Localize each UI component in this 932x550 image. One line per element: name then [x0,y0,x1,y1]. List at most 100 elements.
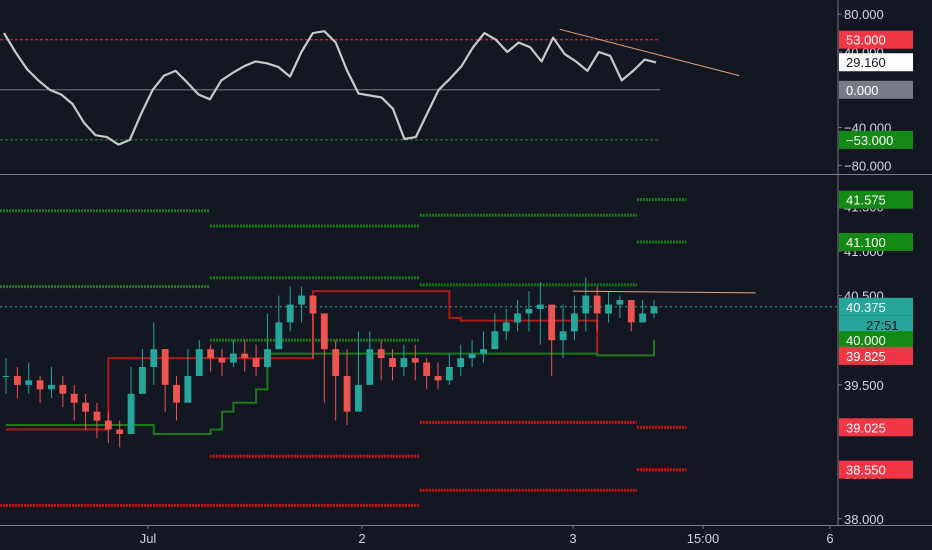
price-tag: 40.375 [846,300,886,315]
time-tick-label: 2 [358,531,365,546]
price-tag: 40.000 [846,333,886,348]
candle-body [389,358,396,368]
price-tag-bg [839,297,913,316]
candle-body [605,304,612,314]
candle-body [343,375,351,412]
time-tick-label: 15:00 [687,531,720,546]
oscillator-level-tag: 0.000 [846,83,879,98]
candle-body [423,362,431,376]
candle-body [650,306,658,314]
oscillator-level-tag: −53.000 [846,133,893,148]
candle-body [445,367,453,381]
candle-body [70,393,78,403]
candle-body [2,375,10,377]
candle-body [218,358,226,363]
candle-body [116,429,124,434]
candle-body [195,349,203,376]
price-pane [0,198,838,507]
support-step-line [6,340,655,435]
candle-body [298,295,305,305]
candle-body [434,375,442,381]
price-trendline [572,290,756,294]
price-tag: 41.100 [846,235,886,250]
time-tick-label: Jul [140,531,157,546]
oscillator-level-tag: 53.000 [846,33,886,48]
candle-body [25,380,33,385]
resistance-step-line [6,290,654,431]
oscillator-level-tag-bg [839,130,913,149]
candle-body [559,331,567,341]
candle-body [616,300,624,305]
candle-body [13,375,21,385]
price-tag-bg [839,331,913,350]
candle-body [104,420,112,430]
candle-body [264,349,271,368]
candle-body [639,313,647,323]
candle-body [161,349,169,385]
candle-body [207,349,215,359]
candle-body [411,358,419,363]
candle-body [252,358,260,368]
candle-body [184,375,192,403]
candle-body [593,295,601,314]
price-tag: 38.550 [846,463,886,478]
price-tag: 39.025 [846,420,886,435]
oscillator-current-tag-bg [839,53,913,72]
candle-body [491,331,499,350]
candle-body [571,313,578,332]
candle-body [400,358,408,368]
candle-body [36,380,44,390]
price-tag: 39.825 [846,349,886,364]
candle-body [48,384,55,390]
candle-body [173,384,180,403]
price-tick-label: 39.500 [844,378,884,393]
candle-body [582,295,590,314]
oscillator-pane [0,28,740,146]
price-tick-label: 38.000 [844,512,884,527]
candle-body [468,353,476,359]
oscillator-trendline [559,28,740,77]
candle-body [366,349,374,385]
candle-body [286,304,294,323]
price-tag-bg [839,460,913,479]
candle-body [514,313,521,323]
candle-body [93,411,101,421]
candle-body [548,304,556,341]
price-tag: 41.575 [846,193,886,208]
time-tick-label: 6 [826,531,833,546]
price-tag-bg [839,346,913,365]
candle-body [627,300,635,323]
candle-body [229,353,237,363]
candle-body [150,349,158,368]
oscillator-tick-label: 80.000 [844,7,884,22]
candle-body [241,353,249,359]
candle-body [502,322,510,332]
oscillator-tick-label: −80.000 [844,158,891,173]
candle-body [139,367,146,394]
price-tag-bg [839,233,913,252]
candle-body [82,402,89,412]
candle-body [309,295,317,314]
candle-body [377,349,385,359]
price-tag-bg [839,418,913,437]
candle-body [320,313,328,350]
candle-body [127,393,135,434]
oscillator-level-tag-bg [839,80,913,99]
candle-body [480,349,487,354]
countdown-label: 27:51 [866,318,899,333]
candle-body [355,384,362,412]
countdown-bg [839,315,913,334]
candle-body [332,349,340,376]
oscillator-level-tag-bg [839,30,913,49]
candle-body [275,322,283,350]
time-axis[interactable]: Jul 2 3 15:00 6 [140,525,834,546]
price-axis[interactable]: 80.00040.000−40.000−80.00053.0000.000−53… [0,0,932,527]
oscillator-current-tag: 29.160 [846,55,886,70]
time-tick-label: 3 [569,531,576,546]
price-tag-bg [839,190,913,209]
candle-body [59,384,67,394]
candle-body [457,358,465,368]
oscillator-line [3,30,657,146]
candle-body [525,308,533,314]
